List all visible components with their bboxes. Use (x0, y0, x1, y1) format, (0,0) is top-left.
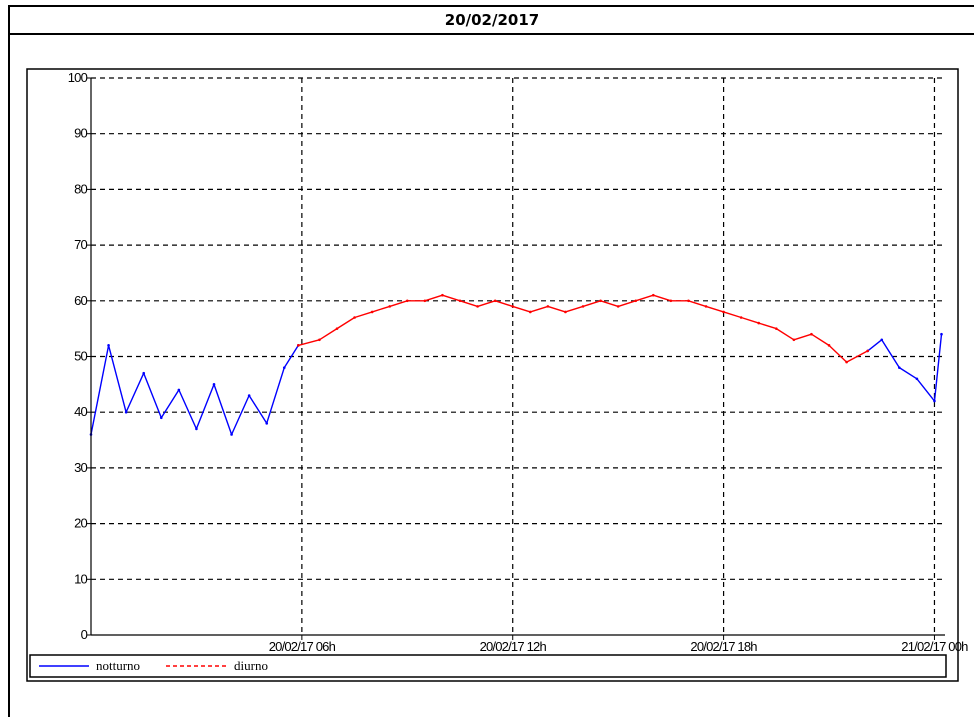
data-point-diurno (405, 299, 409, 303)
data-point-notturno (142, 371, 146, 375)
data-point-diurno (616, 305, 620, 308)
data-point-diurno (739, 316, 743, 319)
y-tick-label: 10 (74, 571, 87, 586)
data-point-diurno (423, 299, 427, 303)
y-tick-label: 40 (74, 404, 87, 419)
data-point-diurno (388, 305, 392, 308)
data-point-diurno (827, 344, 831, 347)
data-point-diurno (441, 293, 444, 297)
data-point-diurno (318, 338, 321, 342)
data-point-notturno (880, 338, 884, 342)
data-point-diurno (757, 321, 761, 325)
data-point-diurno (564, 310, 567, 314)
data-point-diurno (775, 327, 778, 330)
data-point-notturno (933, 399, 936, 403)
data-point-diurno (529, 310, 532, 314)
data-point-diurno (845, 360, 848, 364)
x-tick-label: 21/02/17 00h (901, 639, 968, 654)
data-point-diurno (546, 305, 550, 308)
data-point-notturno (915, 377, 919, 381)
data-point-diurno (792, 338, 796, 342)
data-point-notturno (230, 433, 233, 436)
data-point-diurno (704, 305, 708, 308)
data-point-notturno (212, 383, 216, 386)
data-point-diurno (335, 327, 339, 330)
data-point-diurno (652, 293, 655, 297)
data-point-notturno (195, 427, 198, 431)
data-point-notturno (107, 344, 110, 347)
data-point-diurno (810, 332, 813, 336)
data-point-diurno (458, 299, 462, 303)
data-point-diurno (634, 299, 638, 303)
data-point-notturno (124, 410, 128, 414)
legend: notturno diurno (29, 654, 947, 678)
data-point-diurno (581, 305, 585, 308)
data-point-diurno (511, 305, 515, 308)
y-tick-label: 50 (74, 349, 87, 364)
y-tick-label: 70 (74, 237, 87, 252)
data-point-diurno (866, 349, 869, 353)
data-point-notturno (282, 366, 286, 369)
y-tick-label: 20 (74, 516, 87, 531)
legend-label-notturno: notturno (96, 658, 140, 673)
series-layer (89, 293, 943, 436)
y-tick-label: 100 (68, 70, 88, 85)
axis-layer: 0 10 20 30 40 50 60 70 80 90 100 20/02/17 06h 20/02/… (68, 70, 969, 654)
legend-label-diurno: diurno (234, 658, 268, 673)
data-point-notturno (898, 366, 901, 369)
chart-panel-border (26, 68, 959, 682)
series-line-notturno (867, 334, 943, 402)
data-point-diurno (669, 299, 673, 303)
y-tick-label: 80 (74, 181, 87, 196)
y-tick-label: 30 (74, 460, 87, 475)
data-point-diurno (476, 305, 479, 308)
data-point-diurno (687, 299, 690, 303)
data-point-notturno (159, 416, 163, 420)
y-tick-label: 90 (74, 126, 87, 141)
data-point-diurno (493, 299, 497, 303)
data-point-notturno (940, 332, 943, 336)
data-point-diurno (370, 310, 374, 314)
y-tick-label: 60 (74, 293, 87, 308)
x-tick-label: 20/02/17 12h (480, 639, 547, 654)
data-point-notturno (247, 394, 251, 397)
page-frame-left-border (8, 35, 10, 717)
x-tick-label: 20/02/17 06h (269, 639, 336, 654)
data-point-diurno (599, 299, 602, 303)
date-title: 20/02/2017 (444, 11, 540, 29)
x-tick-label: 20/02/17 18h (690, 639, 757, 654)
y-tick-label: 0 (81, 627, 88, 642)
data-point-notturno (177, 388, 181, 392)
grid-layer (91, 77, 945, 635)
series-line-notturno (90, 344, 299, 436)
data-point-diurno (353, 316, 356, 319)
data-point-diurno (297, 344, 300, 347)
legend-box (29, 654, 947, 678)
data-point-diurno (722, 310, 725, 314)
data-point-notturno (265, 422, 269, 425)
date-header: 20/02/2017 (8, 5, 974, 35)
